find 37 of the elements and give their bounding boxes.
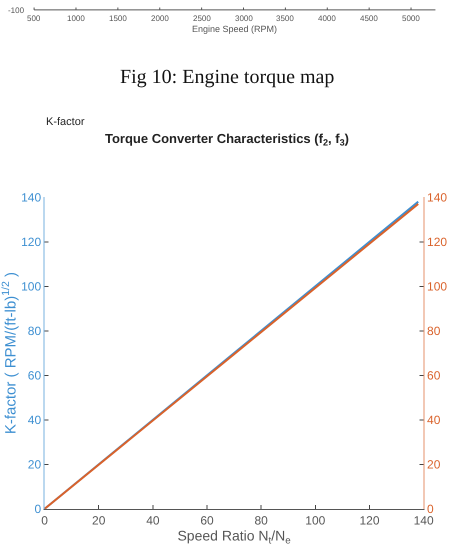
x-tick-label: 40 (146, 513, 160, 528)
text: 500 (27, 14, 41, 23)
text: 1500 (109, 14, 128, 23)
y2-tick-label: 120 (427, 234, 448, 249)
x-tick-label: 100 (305, 513, 326, 528)
text: Engine Speed (RPM) (192, 24, 278, 34)
y2-tick-label: 140 (427, 190, 448, 204)
text: 5000 (402, 14, 420, 23)
text: 4500 (360, 14, 378, 23)
y-tick-label: 80 (28, 324, 42, 338)
caption: Fig 10: Engine torque map (120, 66, 334, 88)
y2-tick-label: 80 (427, 324, 441, 338)
text: 2000 (151, 14, 170, 23)
y2-tick-label: 40 (427, 413, 441, 428)
chart-title: Torque Converter Characteristics (f$_{2}$, f$_{3}$) (105, 131, 349, 148)
x-tick-label: 60 (200, 513, 214, 528)
y-tick-label: 100 (21, 279, 42, 294)
x-tick-label: 120 (359, 513, 380, 528)
text: 3500 (276, 14, 294, 23)
y2-tick-label: 20 (427, 458, 441, 472)
x-axis-title: Speed Ratio N$_{t}$/N$_{e}$ (177, 528, 292, 547)
y-tick-label: 140 (21, 190, 42, 204)
text: 2500 (193, 14, 212, 23)
y-tick-label: 120 (21, 234, 42, 249)
text: 1000 (67, 14, 86, 23)
text: -100 (8, 6, 25, 15)
text: 3000 (235, 14, 254, 23)
y2-tick-label: 100 (427, 279, 448, 294)
x-tick-label: 80 (254, 513, 268, 528)
text: K-factor (46, 116, 85, 128)
y2-tick-label: 60 (427, 368, 441, 383)
y-tick-label: 0 (34, 502, 42, 516)
y-tick-label: 20 (28, 458, 42, 472)
y-tick-label: 60 (28, 368, 42, 383)
y-tick-label: 40 (28, 413, 42, 428)
text: 4000 (318, 14, 336, 23)
x-tick-label: 20 (92, 513, 106, 528)
